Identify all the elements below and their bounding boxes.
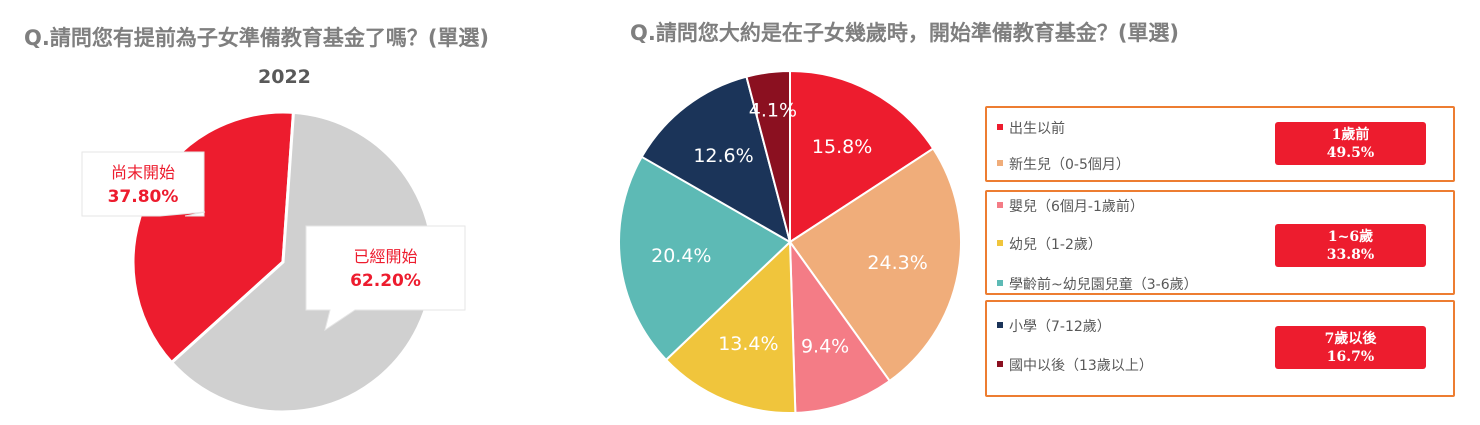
legend-item-4: 幼兒（1-2歲） <box>997 234 1102 254</box>
chart2-value-label-1: 15.8% <box>812 136 872 158</box>
legend-label-6: 小學（7-12歲） <box>1009 319 1111 335</box>
chart2-slice-7 <box>745 69 791 243</box>
chart1-slice-2 <box>169 110 435 414</box>
chart2-slice-4 <box>664 239 797 414</box>
legend-swatch-4 <box>997 240 1003 246</box>
chart2-value-label-5: 20.4% <box>651 245 711 267</box>
group-summary-1-label: 1歲前 <box>1331 126 1370 143</box>
legend-label-7: 國中以後（13歲以上） <box>1009 358 1153 374</box>
legend-label-3: 嬰兒（6個月-1歲前） <box>1009 199 1144 215</box>
chart1-title: Q.請問您有提前為子女準備教育基金了嗎？(單選) <box>24 26 490 50</box>
legend-item-7: 國中以後（13歲以上） <box>997 355 1153 375</box>
chart2-slice-6 <box>640 75 792 245</box>
group-summary-1: 1歲前 49.5% <box>1275 122 1426 165</box>
group-summary-2-value: 33.8% <box>1326 246 1375 263</box>
legend-swatch-6 <box>997 322 1003 328</box>
group-summary-3: 7歲以後 16.7% <box>1275 326 1426 369</box>
group-summary-2: 1~6歲 33.8% <box>1275 224 1426 267</box>
legend-label-2: 新生兒（0-5個月） <box>1009 157 1130 173</box>
legend-label-4: 幼兒（1-2歲） <box>1009 237 1102 253</box>
legend-swatch-5 <box>997 280 1003 286</box>
chart2-value-label-7: 4.1% <box>749 100 797 122</box>
legend-group-box-1 <box>985 106 1455 182</box>
legend-swatch-7 <box>997 361 1003 367</box>
legend-item-5: 學齡前~幼兒園兒童（3-6歲） <box>997 274 1198 294</box>
group-summary-1-value: 49.5% <box>1326 144 1375 161</box>
chart1-subtitle: 2022 <box>258 66 311 88</box>
legend-group-box-3 <box>985 300 1455 397</box>
chart2-value-label-2: 24.3% <box>867 252 927 274</box>
legend-item-3: 嬰兒（6個月-1歲前） <box>997 196 1144 216</box>
legend-label-5: 學齡前~幼兒園兒童（3-6歲） <box>1009 277 1198 293</box>
legend-swatch-3 <box>997 202 1003 208</box>
chart2-slice-5 <box>618 155 792 362</box>
chart1-category-label-1: 尚末開始 <box>111 163 175 182</box>
legend-item-6: 小學（7-12歲） <box>997 316 1111 336</box>
chart2-slice-3 <box>788 238 892 414</box>
chart2-slice-2 <box>788 147 962 383</box>
chart1-value-label-2: 62.20% <box>350 271 421 291</box>
legend-swatch-2 <box>997 160 1003 166</box>
chart2-slice-1 <box>789 69 935 244</box>
group-summary-3-label: 7歲以後 <box>1324 330 1377 347</box>
legend-item-1: 出生以前 <box>997 118 1065 138</box>
legend-swatch-1 <box>997 124 1003 130</box>
chart1-callout-2: 已經開始 62.20% <box>305 225 466 332</box>
group-summary-3-value: 16.7% <box>1326 348 1375 365</box>
chart1-value-label-1: 37.80% <box>108 187 179 207</box>
legend-label-1: 出生以前 <box>1009 121 1065 137</box>
legend-group-box-2 <box>985 190 1455 295</box>
chart2-value-label-3: 9.4% <box>801 336 849 358</box>
chart1-callout-1: 尚末開始 37.80% <box>81 151 206 217</box>
legend-item-2: 新生兒（0-5個月） <box>997 154 1130 174</box>
group-summary-2-label: 1~6歲 <box>1327 228 1374 245</box>
chart2-value-label-4: 13.4% <box>718 333 778 355</box>
chart1-category-label-2: 已經開始 <box>353 247 417 266</box>
chart2-value-label-6: 12.6% <box>693 145 753 167</box>
chart2-title: Q.請問您大約是在子女幾歲時，開始準備教育基金？(單選) <box>630 21 1180 45</box>
